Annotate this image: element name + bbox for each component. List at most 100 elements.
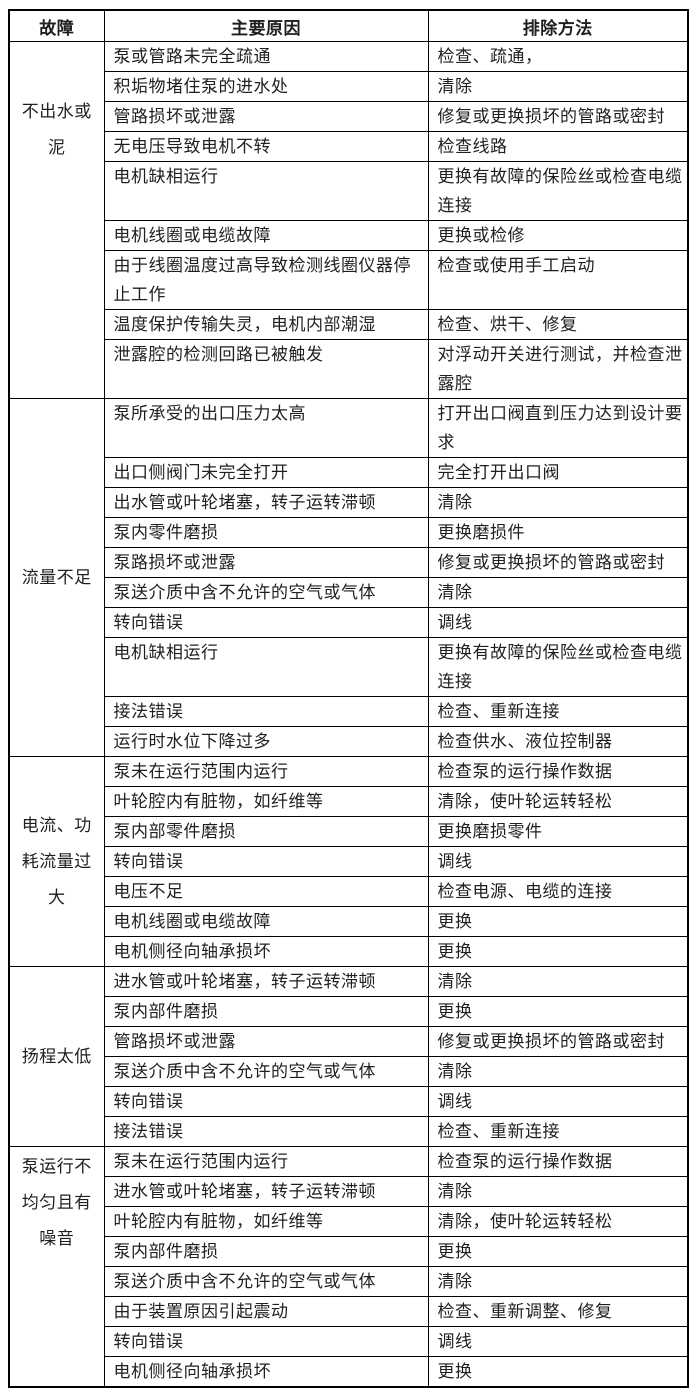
cause-cell: 叶轮腔内有脏物，如纤维等 <box>103 786 429 817</box>
remedy-cell: 检查、重新调整、修复 <box>427 1296 689 1327</box>
table-row: 泵送介质中含不允许的空气或气体 清除 <box>9 1056 689 1087</box>
fault-cell: 不出水或泥 <box>8 41 105 399</box>
table-row: 泵路损坏或泄露 修复或更换损坏的管路或密封 <box>9 547 689 578</box>
table-row: 电机缺相运行 更换有故障的保险丝或检查电缆连接 <box>9 161 689 221</box>
remedy-cell: 更换 <box>427 906 689 937</box>
remedy-cell: 检查、疏通， <box>427 41 689 72</box>
table-row: 不出水或泥 泵或管路未完全疏通 检查、疏通， <box>8 41 689 399</box>
cause-cell: 无电压导致电机不转 <box>103 131 429 162</box>
remedy-cell: 更换或检修 <box>427 220 689 251</box>
remedy-cell: 清除 <box>427 1176 689 1207</box>
table-row: 扬程太低 进水管或叶轮堵塞，转子运转滞顿 清除 <box>8 966 689 1147</box>
cause-cell: 进水管或叶轮堵塞，转子运转滞顿 <box>103 1176 429 1207</box>
remedy-cell: 检查电源、电缆的连接 <box>427 876 689 907</box>
remedy-cell: 打开出口阀直到压力达到设计要求 <box>427 398 689 458</box>
remedy-cell: 清除 <box>427 966 689 997</box>
table-row: 管路损坏或泄露 修复或更换损坏的管路或密封 <box>9 1026 689 1057</box>
cause-cell: 出水管或叶轮堵塞，转子运转滞顿 <box>103 487 429 518</box>
remedy-cell: 更换 <box>427 1236 689 1267</box>
table-row: 泵运行不均匀且有噪音 泵未在运行范围内运行 检查泵的运行操作数据 <box>8 1146 689 1388</box>
remedy-cell: 检查泵的运行操作数据 <box>427 1146 689 1177</box>
cause-cell: 管路损坏或泄露 <box>103 101 429 132</box>
remedy-cell: 调线 <box>427 607 689 638</box>
cause-cell: 由于装置原因引起震动 <box>103 1296 429 1327</box>
table-row: 流量不足 泵所承受的出口压力太高 打开出口阀直到压力达到设计要求 <box>8 398 689 757</box>
remedy-cell: 修复或更换损坏的管路或密封 <box>427 101 689 132</box>
cause-cell: 电机线圈或电缆故障 <box>103 906 429 937</box>
remedy-cell: 清除 <box>427 71 689 102</box>
table-header: 故障 主要原因 排除方法 <box>8 9 689 42</box>
cause-cell: 转向错误 <box>103 607 429 638</box>
remedy-cell: 更换有故障的保险丝或检查电缆连接 <box>427 161 689 221</box>
header-cause: 主要原因 <box>103 9 429 42</box>
remedy-cell: 检查、重新连接 <box>427 696 689 727</box>
table-row: 电流、功耗流量过大 泵未在运行范围内运行 检查泵的运行操作数据 <box>8 756 689 967</box>
cause-cell: 泵送介质中含不允许的空气或气体 <box>103 577 429 608</box>
fault-cell: 流量不足 <box>8 398 105 757</box>
remedy-cell: 更换 <box>427 996 689 1027</box>
remedy-cell: 调线 <box>427 1086 689 1117</box>
table-row: 泄露腔的检测回路已被触发 对浮动开关进行测试，并检查泄露腔 <box>9 339 689 399</box>
remedy-cell: 清除 <box>427 1266 689 1297</box>
cause-cell: 电机线圈或电缆故障 <box>103 220 429 251</box>
cause-cell: 泵路损坏或泄露 <box>103 547 429 578</box>
remedy-cell: 对浮动开关进行测试，并检查泄露腔 <box>427 339 689 399</box>
remedy-cell: 清除 <box>427 1056 689 1087</box>
table-row: 积垢物堵住泵的进水处 清除 <box>9 71 689 102</box>
remedy-cell: 更换磨损件 <box>427 517 689 548</box>
cause-cell: 泄露腔的检测回路已被触发 <box>103 339 429 399</box>
remedy-cell: 清除 <box>427 577 689 608</box>
fault-cell: 电流、功耗流量过大 <box>8 756 105 967</box>
table-row: 出口侧阀门未完全打开 完全打开出口阀 <box>9 457 689 488</box>
table-row: 进水管或叶轮堵塞，转子运转滞顿 清除 <box>9 1176 689 1207</box>
remedy-cell: 检查泵的运行操作数据 <box>427 756 689 787</box>
remedy-cell: 检查或使用手工启动 <box>427 250 689 310</box>
cause-cell: 泵内部件磨损 <box>103 996 429 1027</box>
remedy-cell: 调线 <box>427 1326 689 1357</box>
cause-cell: 泵送介质中含不允许的空气或气体 <box>103 1056 429 1087</box>
remedy-cell: 检查、烘干、修复 <box>427 309 689 340</box>
table-row: 电压不足 检查电源、电缆的连接 <box>9 876 689 907</box>
table-row: 转向错误 调线 <box>9 1086 689 1117</box>
remedy-cell: 清除，使叶轮运转轻松 <box>427 1206 689 1237</box>
table-row: 泵送介质中含不允许的空气或气体 清除 <box>9 1266 689 1297</box>
header-row: 故障 主要原因 排除方法 <box>8 9 689 42</box>
table-row: 泵内零件磨损 更换磨损件 <box>9 517 689 548</box>
cause-cell: 电机缺相运行 <box>103 637 429 697</box>
table-row: 管路损坏或泄露 修复或更换损坏的管路或密封 <box>9 101 689 132</box>
table-row: 电机缺相运行 更换有故障的保险丝或检查电缆连接 <box>9 637 689 697</box>
table-row: 泵内部零件磨损 更换磨损零件 <box>9 816 689 847</box>
cause-cell: 泵未在运行范围内运行 <box>103 756 429 787</box>
table-row: 转向错误 调线 <box>9 846 689 877</box>
table-row: 接法错误 检查、重新连接 <box>9 1116 689 1147</box>
table-row: 泵内部件磨损 更换 <box>9 996 689 1027</box>
table-row: 电机侧径向轴承损坏 更换 <box>9 936 689 967</box>
header-fault: 故障 <box>8 9 105 42</box>
table-row: 叶轮腔内有脏物，如纤维等 清除，使叶轮运转轻松 <box>9 1206 689 1237</box>
table-row: 泵送介质中含不允许的空气或气体 清除 <box>9 577 689 608</box>
cause-cell: 转向错误 <box>103 1086 429 1117</box>
cause-cell: 电机缺相运行 <box>103 161 429 221</box>
table-row: 电机线圈或电缆故障 更换或检修 <box>9 220 689 251</box>
cause-cell: 电压不足 <box>103 876 429 907</box>
table-row: 电机侧径向轴承损坏 更换 <box>9 1356 689 1388</box>
cause-cell: 叶轮腔内有脏物，如纤维等 <box>103 1206 429 1237</box>
cause-cell: 泵或管路未完全疏通 <box>103 41 429 72</box>
remedy-cell: 清除，使叶轮运转轻松 <box>427 786 689 817</box>
remedy-cell: 完全打开出口阀 <box>427 457 689 488</box>
table-row: 转向错误 调线 <box>9 607 689 638</box>
cause-cell: 接法错误 <box>103 696 429 727</box>
header-remedy: 排除方法 <box>427 9 689 42</box>
cause-cell: 泵内部零件磨损 <box>103 816 429 847</box>
remedy-cell: 更换有故障的保险丝或检查电缆连接 <box>427 637 689 697</box>
remedy-cell: 清除 <box>427 487 689 518</box>
table-body: 不出水或泥 泵或管路未完全疏通 检查、疏通， 积垢物堵住泵的进水处 清除 管路损坏或泄露修… <box>8 41 689 1388</box>
cause-cell: 转向错误 <box>103 846 429 877</box>
cause-cell: 运行时水位下降过多 <box>103 726 429 757</box>
table-row: 温度保护传输失灵，电机内部潮湿 检查、烘干、修复 <box>9 309 689 340</box>
cause-cell: 积垢物堵住泵的进水处 <box>103 71 429 102</box>
cause-cell: 接法错误 <box>103 1116 429 1147</box>
cause-cell: 泵所承受的出口压力太高 <box>103 398 429 458</box>
remedy-cell: 检查、重新连接 <box>427 1116 689 1147</box>
fault-cell: 扬程太低 <box>8 966 105 1147</box>
